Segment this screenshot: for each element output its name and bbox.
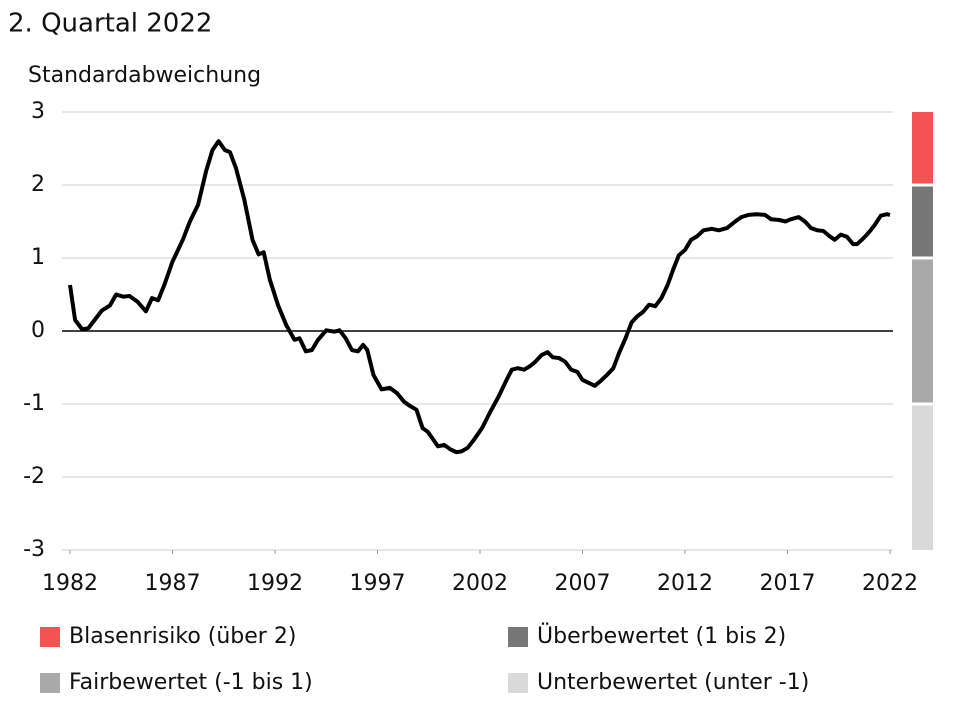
legend-label: Unterbewertet (unter -1) [537,670,809,695]
x-tick-label: 2022 [862,571,918,596]
x-tick-label: 2017 [760,571,816,596]
legend-swatch [40,627,60,647]
legend-label: Überbewertet (1 bis 2) [537,623,786,649]
legend-swatch [40,673,60,693]
y-tick-label: 1 [31,245,45,270]
y-axis-label: Standardabweichung [28,63,261,88]
y-tick-label: 2 [31,172,45,197]
legend-swatch [508,627,528,647]
legend-label: Blasenrisiko (über 2) [69,624,296,649]
x-tick-label: 2012 [657,571,713,596]
y-tick-label: -1 [23,391,45,416]
chart-title: 2. Quartal 2022 [8,9,212,39]
x-tick-label: 1982 [42,571,98,596]
legend-swatch [508,673,528,693]
x-tick-label: 2007 [555,571,611,596]
band [912,186,933,257]
x-tick-label: 2002 [452,571,508,596]
legend-label: Fairbewertet (-1 bis 1) [69,670,313,695]
band [912,112,933,184]
data-line [68,139,891,455]
y-tick-label: -3 [23,537,45,562]
x-tick-label: 1987 [145,571,201,596]
x-tick-label: 1997 [350,571,406,596]
y-tick-label: -2 [23,464,45,489]
y-tick-label: 0 [31,318,45,343]
band [912,259,933,403]
band [912,405,933,550]
x-tick-label: 1992 [247,571,303,596]
y-tick-label: 3 [31,99,45,124]
